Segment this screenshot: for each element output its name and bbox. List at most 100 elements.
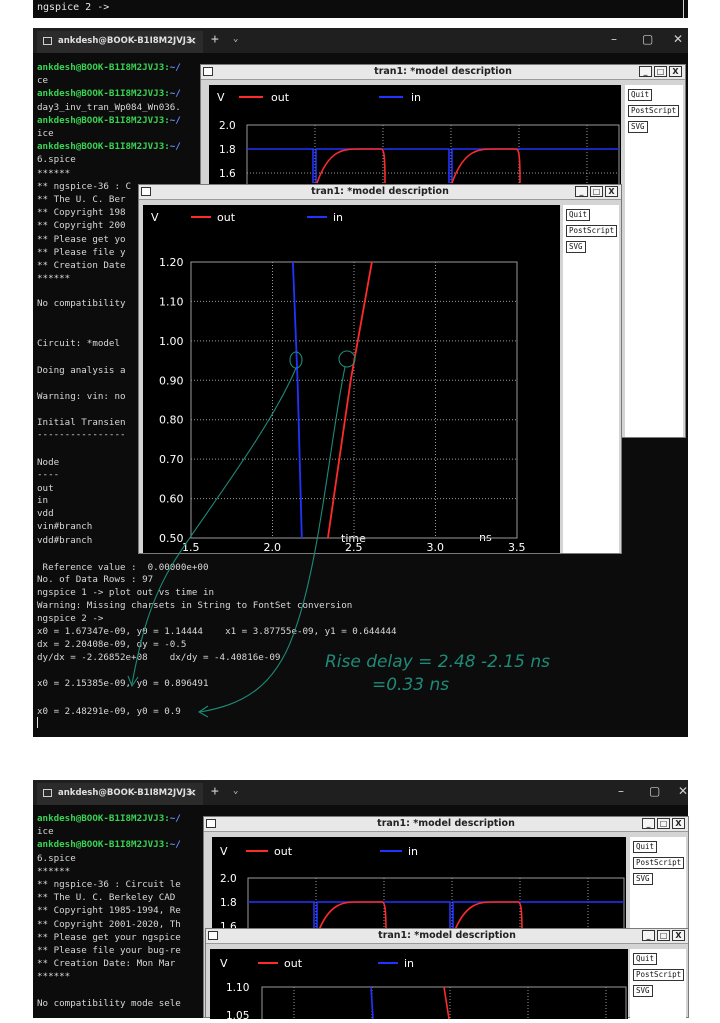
front-chart-2: V out in 1.10 1.05 [220,957,627,1023]
plot-side-panel: Quit PostScript SVG [563,205,619,553]
terminal-line: 6.spice [37,853,76,864]
new-tab-icon[interactable]: + [211,784,219,799]
tab-label: ankdesh@BOOK-B1I8M2JVJ3: [58,36,196,46]
prompt-user-host: ankdesh@BOOK-B1I8M2JVJ3: [37,813,170,824]
annotation-arrow [131,367,297,685]
terminal-line: day3_inv_tran_Wp084_Wn036. [37,102,181,113]
line-text: ****** [37,865,71,877]
line-text: 6.spice [37,852,76,864]
line-text: ice [37,826,54,838]
window-menu-icon[interactable] [206,819,216,828]
postscript-button[interactable]: PostScript [628,105,680,117]
terminal-line: No compatibility mode sele [37,998,181,1009]
terminal-line: ankdesh@BOOK-B1I8M2JVJ3:~/ [37,115,181,126]
terminal-line: ** The U. C. Berkeley CAD [37,892,175,903]
minimize-icon[interactable]: _ [642,818,655,829]
minimize-icon[interactable]: – [618,784,624,798]
window-menu-icon[interactable] [208,931,218,940]
maximize-icon[interactable]: □ [590,186,603,197]
annotation-circle [289,351,303,369]
series-out-line [316,901,387,936]
terminal-line: ** Please get yo [37,234,126,245]
terminal-line: Reference value : 0.00000e+00 [37,562,209,573]
series-in-line [370,986,374,1020]
svg-button[interactable]: SVG [633,873,653,885]
close-icon[interactable]: X [669,66,682,77]
maximize-icon[interactable]: □ [657,818,670,829]
maximize-icon[interactable]: ▢ [642,32,654,46]
minimize-icon[interactable]: _ [642,930,655,941]
plot-frame [190,261,518,539]
terminal-tab[interactable]: ankdesh@BOOK-B1I8M2JVJ3: × [37,31,203,53]
prompt-path: ~/ [169,88,181,100]
line-text: ****** [37,971,71,983]
terminal-line: ngspice 2 -> [37,613,104,624]
y-tick-label: 1.10 [226,982,249,994]
minimize-icon[interactable]: – [611,32,617,46]
plot-window-title: tran1: *model description _ □ X [206,929,688,944]
plot-window-front-2: tran1: *model description _ □ X V out in 1… [205,928,689,1023]
terminal-line: ** Copyright 200 [37,220,126,231]
maximize-icon[interactable]: ▢ [649,784,661,798]
svg-button[interactable]: SVG [628,121,648,133]
line-text: ****** [37,167,71,179]
line-text: ** Copyright 1985-1994, Re [37,905,181,917]
quit-button[interactable]: Quit [566,209,591,221]
close-tab-icon[interactable]: × [187,34,197,47]
svg-button[interactable]: SVG [566,241,586,253]
plot-area[interactable]: V out in ns time 0.50 0.60 0.70 0.80 0.90 1.0… [143,205,560,554]
close-tab-icon[interactable]: × [187,786,197,799]
prompt-user-host: ankdesh@BOOK-B1I8M2JVJ3: [37,839,170,851]
maximize-icon[interactable]: □ [657,930,670,941]
annotation-arrow [199,366,346,713]
series-out-line [443,986,450,1020]
prompt-path: ~/ [169,839,181,851]
new-tab-icon[interactable]: + [211,32,219,47]
scrollbar[interactable] [683,0,684,18]
chevron-down-icon[interactable]: ⌄ [233,34,239,44]
terminal-line: dx = 2.20408e-09, dy = -0.5 [37,639,187,650]
legend-v: V [151,211,159,224]
terminal-line: x0 = 2.15385e-09, y0 = 0.896491 [37,678,209,689]
legend-out: out [274,845,293,858]
postscript-button[interactable]: PostScript [566,225,618,237]
svg-button[interactable]: SVG [633,985,653,997]
legend-in: in [333,211,343,224]
window-menu-icon[interactable] [203,67,213,76]
terminal-line: ice [37,128,54,139]
close-icon[interactable]: X [672,818,685,829]
plot-area[interactable]: V out in 1.10 1.05 [210,949,628,1023]
prompt-path: ~/ [169,141,181,153]
close-window-icon[interactable]: ✕ [673,32,684,46]
line-text: ** Copyright 198 [37,207,126,219]
terminal-line: No. of Data Rows : 97 [37,574,154,585]
terminal-line: ****** [37,971,70,982]
quit-button[interactable]: Quit [633,841,658,853]
legend-out: out [284,957,303,970]
terminal-tab[interactable]: ankdesh@BOOK-B1I8M2JVJ3: × [37,783,203,805]
line-text: ** Copyright 2001-2020, Th [37,918,181,930]
maximize-icon[interactable]: □ [654,66,667,77]
plot-window-front: tran1: *model description _ □ X V out in n… [138,184,622,554]
close-icon[interactable]: X [605,186,618,197]
minimize-icon[interactable]: _ [639,66,652,77]
close-window-icon[interactable]: ✕ [678,784,688,798]
legend-in: in [411,91,421,104]
line-text: ce [37,75,49,87]
minimize-icon[interactable]: _ [575,186,588,197]
y-tick-label: 0.50 [159,532,184,545]
quit-button[interactable]: Quit [633,953,658,965]
terminal-line: ankdesh@BOOK-B1I8M2JVJ3:~/ [37,813,181,824]
postscript-button[interactable]: PostScript [633,857,685,869]
prompt-user-host: ankdesh@BOOK-B1I8M2JVJ3: [37,88,170,100]
x-tick-label: 2.0 [264,541,282,553]
terminal-line: ---------------- [37,429,126,440]
terminal-line: ****** [37,168,70,179]
tab-label: ankdesh@BOOK-B1I8M2JVJ3: [58,788,196,798]
postscript-button[interactable]: PostScript [633,969,685,981]
quit-button[interactable]: Quit [628,89,653,101]
chevron-down-icon[interactable]: ⌄ [233,786,239,796]
close-icon[interactable]: X [672,930,685,941]
window-menu-icon[interactable] [141,187,151,196]
terminal-line: No compatibility [37,298,126,309]
